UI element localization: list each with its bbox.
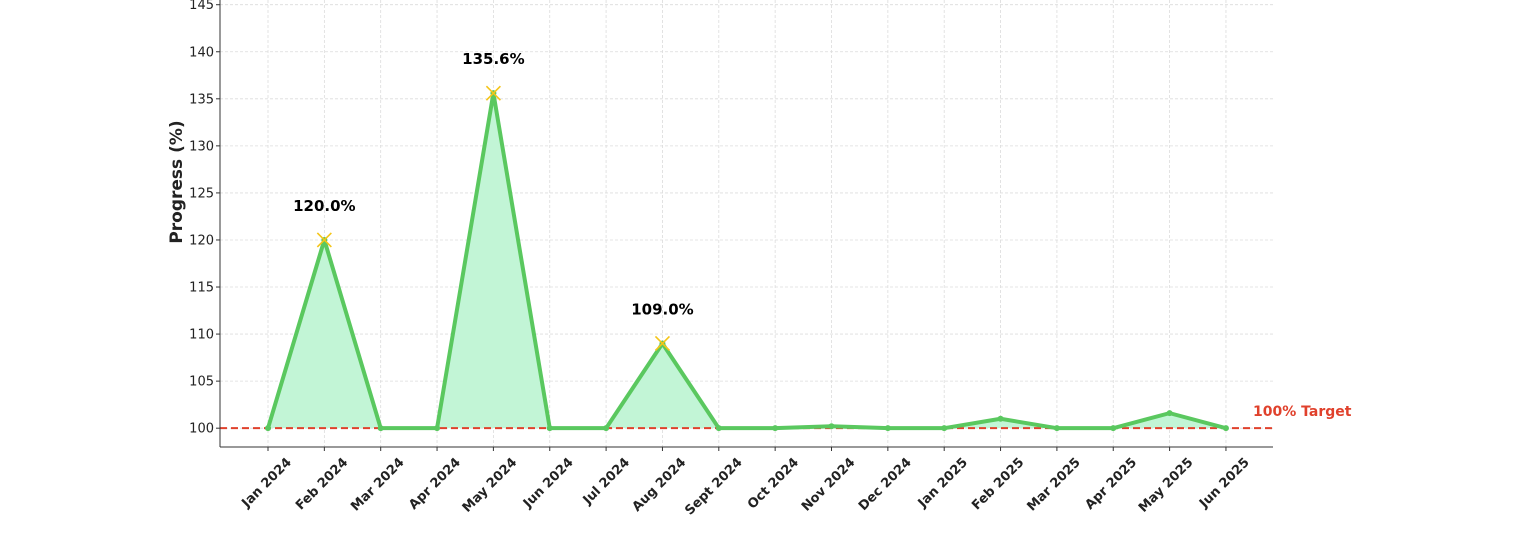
y-tick-label: 115	[189, 281, 214, 296]
x-tick-label: Jan 2025	[915, 455, 971, 511]
data-point	[434, 425, 441, 432]
axes	[219, 0, 1273, 448]
grid-lines	[220, 0, 1273, 447]
data-point	[941, 425, 948, 432]
data-point	[715, 425, 722, 432]
y-tick-label: 130	[189, 139, 214, 154]
data-point	[772, 425, 779, 432]
series-line-layer	[265, 90, 1229, 432]
peak-value-label: 120.0%	[293, 197, 355, 215]
x-tick-label: May 2025	[1136, 455, 1196, 515]
x-tick-label: Mar 2025	[1024, 455, 1083, 514]
y-tick-label: 140	[189, 45, 214, 60]
area-fill-layer	[268, 93, 1226, 429]
peak-value-label: 135.6%	[462, 50, 524, 68]
y-tick-labels: 100 105 110 115 120 125 130 135 140 145	[189, 0, 220, 437]
data-point	[828, 423, 835, 430]
x-tick-label: Apr 2025	[1082, 455, 1140, 513]
data-point	[884, 425, 891, 432]
x-tick-label: Dec 2024	[856, 455, 915, 514]
data-point	[1166, 410, 1173, 417]
y-tick-label: 120	[189, 233, 214, 248]
x-tick-label: Feb 2025	[969, 455, 1027, 513]
data-point	[1110, 425, 1117, 432]
y-axis-label: Progress (%)	[167, 120, 187, 243]
x-tick-label: Feb 2024	[293, 455, 351, 513]
target-label: 100% Target	[1253, 404, 1352, 420]
peak-marker	[316, 232, 332, 248]
x-tick-label: Jan 2024	[239, 455, 295, 511]
x-tick-label: Nov 2024	[799, 455, 858, 514]
y-tick-label: 145	[189, 0, 214, 13]
series-line	[266, 91, 1227, 431]
y-tick-label: 135	[189, 92, 214, 107]
data-point	[546, 425, 553, 432]
data-point	[997, 415, 1004, 422]
x-tick-label: Aug 2024	[630, 455, 690, 515]
y-tick-label: 105	[189, 375, 214, 390]
x-tick-label: Oct 2024	[745, 455, 802, 512]
peak-annotations: 120.0% 135.6% 109.0%	[293, 50, 694, 352]
x-tick-label: May 2024	[460, 455, 520, 515]
x-tick-label: Sept 2024	[682, 455, 745, 518]
y-tick-label: 100	[189, 422, 214, 437]
area-fill	[268, 93, 1226, 429]
data-point	[1222, 425, 1229, 432]
x-tick-label: Apr 2024	[406, 455, 464, 513]
data-point	[1053, 425, 1060, 432]
y-tick-label: 110	[189, 328, 214, 343]
y-tick-label: 125	[189, 186, 214, 201]
x-tick-label: Jun 2024	[520, 455, 577, 512]
data-point	[377, 425, 384, 432]
data-point	[265, 425, 271, 432]
x-tick-label: Jul 2024	[580, 455, 633, 508]
x-tick-label: Mar 2024	[348, 455, 407, 514]
data-point	[603, 425, 610, 432]
peak-value-label: 109.0%	[631, 300, 693, 318]
peak-marker	[654, 335, 671, 352]
x-tick-label: Jun 2025	[1196, 455, 1253, 512]
peak-marker	[485, 85, 501, 101]
